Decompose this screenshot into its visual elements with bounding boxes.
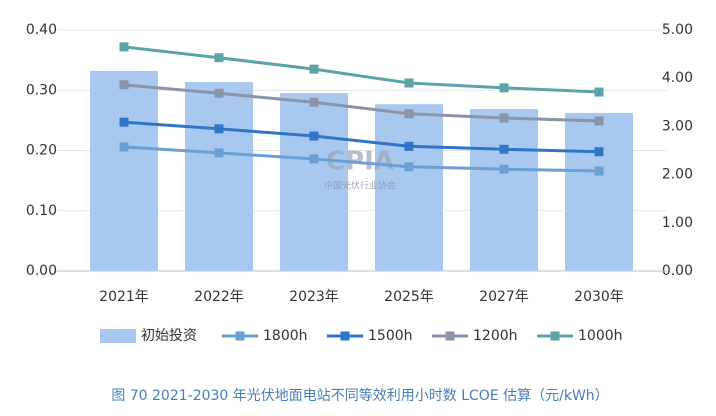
y2-tick-label: 2.00: [662, 167, 693, 183]
bar: [280, 93, 348, 271]
x-tick-label: 2025年: [384, 289, 434, 305]
marker: [214, 124, 224, 134]
y-tick-label: 0.00: [26, 263, 57, 279]
x-tick-label: 2022年: [194, 289, 244, 305]
marker: [309, 131, 319, 141]
marker: [214, 148, 224, 158]
marker: [214, 53, 224, 63]
marker: [214, 88, 224, 98]
legend-label: 1500h: [368, 328, 413, 344]
marker: [499, 144, 509, 154]
marker: [499, 113, 509, 123]
y2-tick-label: 3.00: [662, 118, 693, 134]
marker: [594, 87, 604, 97]
marker: [309, 64, 319, 74]
y-tick-label: 0.30: [26, 82, 57, 98]
marker: [499, 164, 509, 174]
marker: [119, 117, 129, 127]
marker: [404, 78, 414, 88]
bar: [185, 82, 253, 271]
y2-tick-label: 5.00: [662, 22, 693, 38]
marker: [119, 142, 129, 152]
marker: [594, 147, 604, 157]
legend-label: 1000h: [578, 328, 623, 344]
legend-label: 1800h: [263, 328, 308, 344]
bar: [565, 112, 633, 272]
marker: [404, 162, 414, 172]
legend-swatch: [100, 329, 136, 343]
line: [123, 120, 600, 154]
y-tick-label: 0.10: [26, 203, 57, 219]
legend-swatch: [550, 331, 560, 341]
x-tick-label: 2021年: [99, 289, 149, 305]
watermark: 中国光伏行业协会: [324, 180, 396, 192]
bar: [375, 104, 443, 271]
caption: 图 70 2021-2030 年光伏地面电站不同等效利用小时数 LCOE 估算（…: [111, 387, 608, 404]
legend-label: 初始投资: [141, 327, 197, 344]
line: [123, 45, 600, 94]
marker: [404, 109, 414, 119]
marker: [404, 141, 414, 151]
marker: [309, 154, 319, 164]
x-tick-label: 2030年: [574, 289, 624, 305]
legend-swatch: [445, 331, 455, 341]
x-tick-label: 2023年: [289, 289, 339, 305]
legend-label: 1200h: [473, 328, 518, 344]
bar: [470, 109, 538, 271]
marker: [594, 116, 604, 126]
legend-swatch: [340, 331, 350, 341]
legend-swatch: [235, 331, 245, 341]
marker: [594, 166, 604, 176]
line: [123, 83, 600, 123]
y2-tick-label: 4.00: [662, 70, 693, 86]
marker: [119, 80, 129, 90]
marker: [499, 83, 509, 93]
line: [123, 145, 600, 173]
x-tick-label: 2027年: [479, 289, 529, 305]
bar: [90, 70, 158, 271]
marker: [119, 42, 129, 52]
marker: [309, 97, 319, 107]
y-tick-label: 0.20: [26, 143, 57, 159]
y2-tick-label: 1.00: [662, 215, 693, 231]
y-tick-label: 0.40: [26, 22, 57, 38]
y2-tick-label: 0.00: [662, 263, 693, 279]
